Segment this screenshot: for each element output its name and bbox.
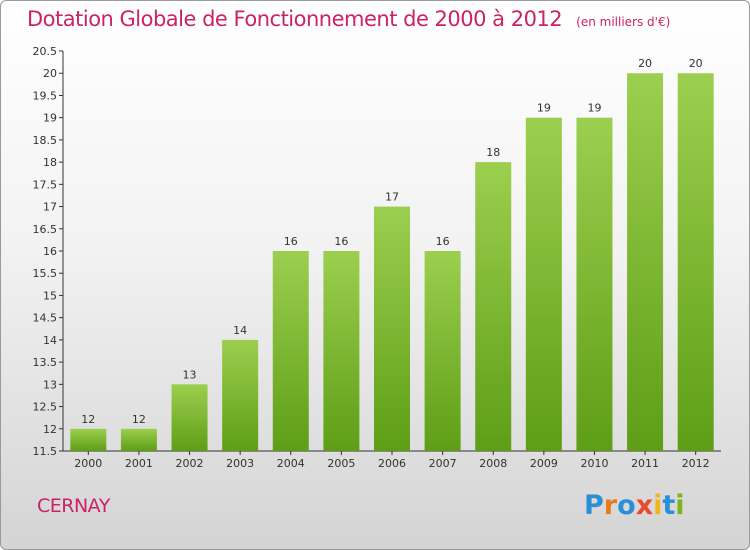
y-tick-label: 14 <box>43 334 57 347</box>
data-label-2009: 19 <box>537 102 551 115</box>
logo-letter: o <box>617 490 636 521</box>
y-tick-label: 12.5 <box>33 401 58 414</box>
y-tick-label: 16.5 <box>33 223 58 236</box>
proxiti-logo: Proxiti <box>584 490 685 521</box>
x-tick-label-2011: 2011 <box>631 457 659 470</box>
y-tick-label: 13.5 <box>33 356 58 369</box>
x-tick-label-2012: 2012 <box>682 457 710 470</box>
y-tick-label: 19 <box>43 112 57 125</box>
data-label-2002: 13 <box>183 368 197 381</box>
data-label-2012: 20 <box>689 57 703 70</box>
commune-name: CERNAY <box>37 495 110 517</box>
data-label-2007: 16 <box>436 235 450 248</box>
x-tick-label-2003: 2003 <box>226 457 254 470</box>
bar-2012 <box>677 73 714 451</box>
bar-2007 <box>424 251 461 451</box>
y-tick-label: 18.5 <box>33 134 58 147</box>
x-tick-label-2002: 2002 <box>176 457 204 470</box>
data-label-2001: 12 <box>132 413 146 426</box>
chart-title: Dotation Globale de Fonctionnement de 20… <box>27 7 563 31</box>
logo-letter: r <box>603 490 618 521</box>
data-label-2004: 16 <box>284 235 298 248</box>
bar-2011 <box>627 73 664 451</box>
logo-letter: x <box>635 490 654 521</box>
bar-2002 <box>171 384 208 451</box>
bar-2003 <box>222 339 259 451</box>
y-tick-label: 13 <box>43 378 57 391</box>
bar-2008 <box>475 162 512 451</box>
y-tick-label: 18 <box>43 156 57 169</box>
y-tick-label: 11.5 <box>33 445 58 458</box>
bar-2005 <box>323 251 360 451</box>
x-tick-label-2005: 2005 <box>327 457 355 470</box>
logo-letter: i <box>653 490 663 521</box>
data-label-2006: 17 <box>385 191 399 204</box>
data-label-2011: 20 <box>638 57 652 70</box>
x-tick-label-2000: 2000 <box>74 457 102 470</box>
y-tick-label: 16 <box>43 245 57 258</box>
bar-2010 <box>576 117 613 452</box>
bar-2000 <box>70 428 107 451</box>
y-tick-label: 17.5 <box>33 178 58 191</box>
logo-letter: P <box>584 490 604 521</box>
x-tick-label-2010: 2010 <box>580 457 608 470</box>
y-tick-label: 20.5 <box>33 45 58 58</box>
x-tick-label-2006: 2006 <box>378 457 406 470</box>
y-tick-label: 12 <box>43 423 57 436</box>
logo-letter: t <box>662 490 676 521</box>
x-tick-label-2008: 2008 <box>479 457 507 470</box>
chart-header: Dotation Globale de Fonctionnement de 20… <box>27 7 670 31</box>
y-tick-label: 20 <box>43 67 57 80</box>
x-tick-label-2007: 2007 <box>429 457 457 470</box>
logo-letter: i <box>675 490 685 521</box>
data-label-2010: 19 <box>587 102 601 115</box>
bar-2004 <box>272 251 309 451</box>
chart-subtitle: (en milliers d'€) <box>576 15 671 29</box>
bar-2006 <box>374 206 410 451</box>
data-label-2003: 14 <box>233 324 247 337</box>
bar-2001 <box>120 428 157 451</box>
data-label-2000: 12 <box>81 413 95 426</box>
x-tick-label-2009: 2009 <box>530 457 558 470</box>
y-tick-label: 14.5 <box>33 312 58 325</box>
y-tick-label: 19.5 <box>33 89 58 102</box>
y-tick-label: 15 <box>43 289 57 302</box>
data-label-2005: 16 <box>334 235 348 248</box>
x-tick-label-2001: 2001 <box>125 457 153 470</box>
x-tick-label-2004: 2004 <box>277 457 305 470</box>
data-label-2008: 18 <box>486 146 500 159</box>
bar-2009 <box>525 117 562 452</box>
y-tick-label: 17 <box>43 201 57 214</box>
y-tick-label: 15.5 <box>33 267 58 280</box>
